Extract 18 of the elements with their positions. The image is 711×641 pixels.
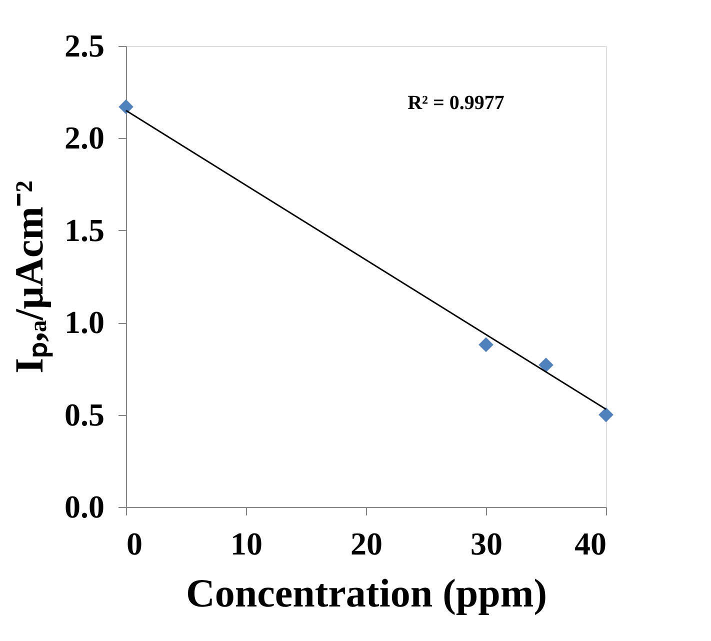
x-tick-label: 30 [470, 526, 502, 562]
y-tick-label: 1.5 [64, 212, 104, 248]
x-tick-label: 20 [350, 526, 382, 562]
y-tick-label: 1.0 [64, 304, 104, 340]
point [478, 337, 494, 352]
y-tick-label: 2.0 [64, 120, 104, 156]
y-axis-title: Iₚ,ₐ/μAcm⁻² [6, 180, 54, 374]
point [598, 407, 614, 422]
x-tick-label: 10 [230, 526, 262, 562]
y-tick-label: 0.5 [64, 396, 104, 432]
x-axis-title: Concentration (ppm) [186, 570, 548, 616]
annotation: R² = 0.9977 [408, 92, 504, 114]
x-tick-label: 40 [574, 526, 606, 562]
y-tick-label: 2.5 [64, 28, 104, 64]
x-tick-label: 0 [126, 526, 142, 562]
y-tick-label: 0.0 [64, 488, 104, 524]
point [118, 99, 134, 114]
point [538, 358, 554, 372]
